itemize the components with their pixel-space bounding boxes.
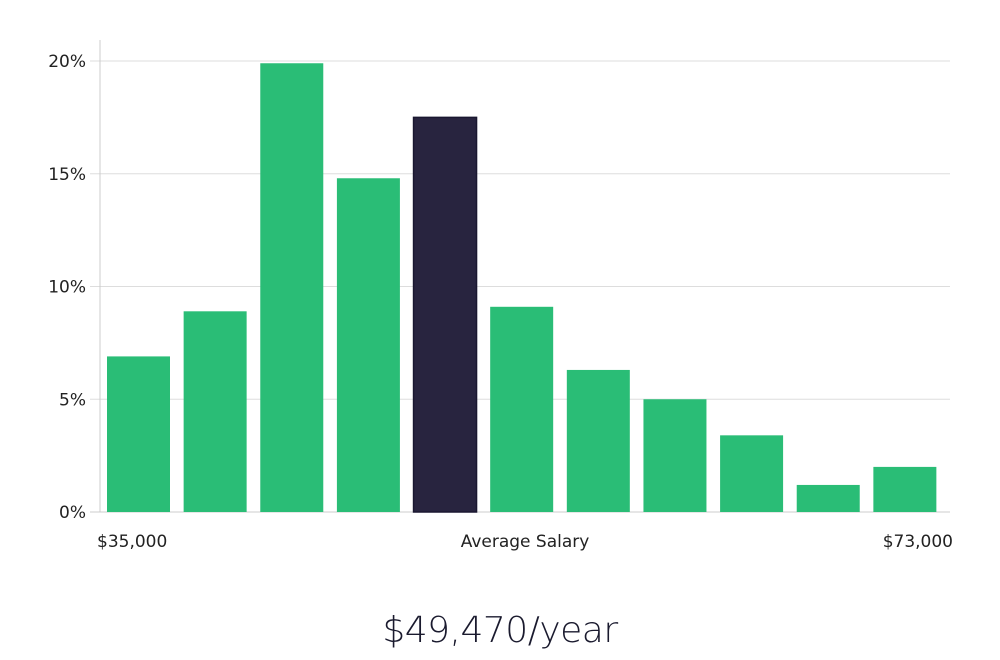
y-tick-label: 5%	[59, 390, 86, 410]
bar	[490, 306, 554, 512]
salary-histogram: 0% 5% 10% 15% 20% $35,000 Average Salary $73…	[48, 40, 953, 552]
average-salary-headline: $49,470/year	[382, 610, 618, 651]
bar	[566, 369, 630, 512]
bar	[260, 63, 324, 512]
y-tick-label: 15%	[48, 165, 86, 185]
bar	[107, 356, 170, 512]
y-tick-label: 10%	[48, 278, 86, 298]
bar	[796, 484, 860, 512]
bar	[336, 178, 400, 512]
bar	[873, 466, 937, 512]
y-tick-label: 0%	[59, 503, 86, 523]
bar	[183, 311, 247, 512]
y-tick-label: 20%	[48, 52, 86, 72]
bar	[720, 435, 784, 512]
bar-highlight	[412, 116, 478, 513]
bar	[643, 399, 707, 512]
x-max-label: $73,000	[883, 532, 953, 552]
x-axis-label: Average Salary	[461, 532, 590, 552]
x-min-label: $35,000	[97, 532, 167, 552]
